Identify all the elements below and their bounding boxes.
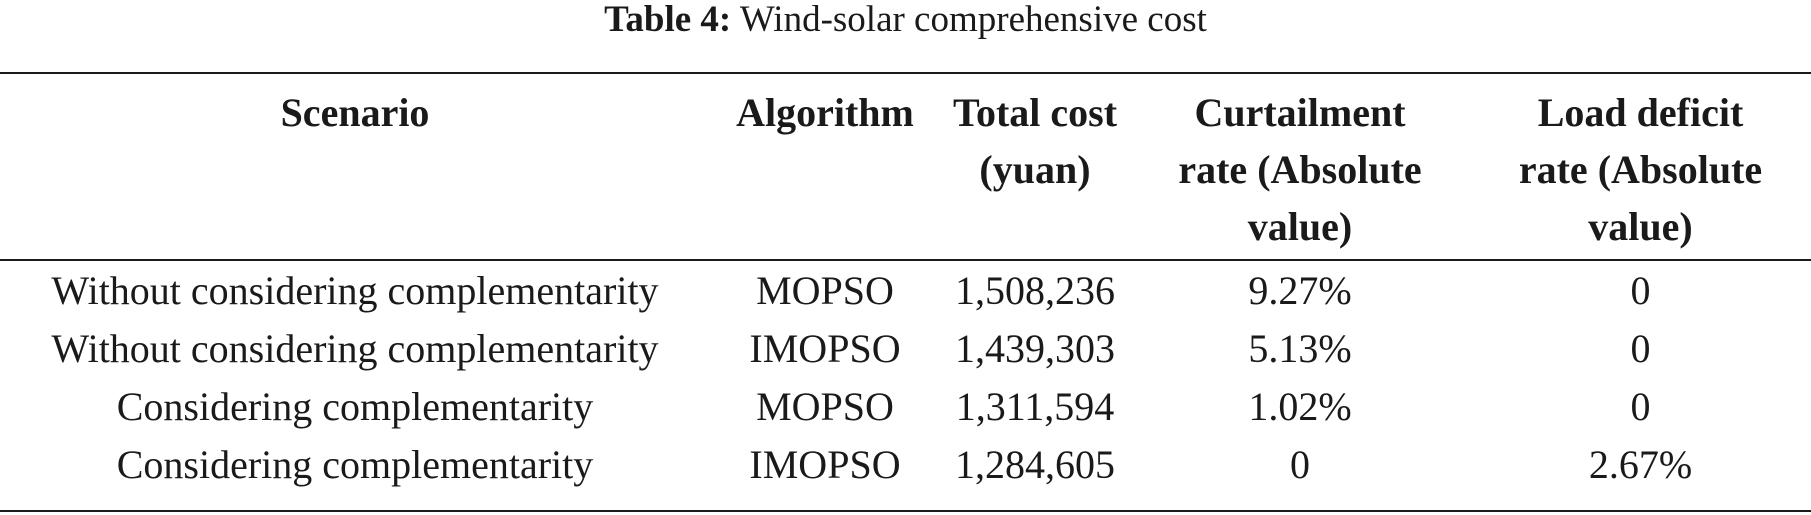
header-line: Scenario	[0, 84, 710, 141]
cell-total-cost: 1,311,594	[940, 378, 1130, 436]
caption-label: Table 4:	[604, 0, 731, 40]
cell-algorithm: IMOPSO	[710, 320, 940, 378]
table-row: Without considering complementarity MOPS…	[0, 258, 1811, 320]
bottom-rule	[0, 510, 1811, 512]
header-line: Total cost	[940, 84, 1130, 141]
header-line: Algorithm	[710, 84, 940, 141]
header-total-cost: Total cost (yuan)	[940, 80, 1130, 258]
cell-curtailment-rate: 1.02%	[1130, 378, 1470, 436]
cell-load-deficit-rate: 0	[1470, 320, 1811, 378]
cell-curtailment-rate: 5.13%	[1130, 320, 1470, 378]
header-load-deficit-rate: Load deficit rate (Absolute value)	[1470, 80, 1811, 258]
table-caption: Table 4: Wind-solar comprehensive cost	[0, 0, 1811, 46]
cell-total-cost: 1,439,303	[940, 320, 1130, 378]
top-rule	[0, 72, 1811, 74]
header-curtailment-rate: Curtailment rate (Absolute value)	[1130, 80, 1470, 258]
table-row: Without considering complementarity IMOP…	[0, 320, 1811, 378]
cell-scenario: Considering complementarity	[0, 378, 710, 436]
cell-total-cost: 1,284,605	[940, 436, 1130, 494]
header-line: rate (Absolute	[1470, 141, 1811, 198]
cell-curtailment-rate: 9.27%	[1130, 258, 1470, 320]
header-row: Scenario Algorithm Total cost (yuan) Cur…	[0, 80, 1811, 258]
header-line: value)	[1130, 198, 1470, 255]
header-line: (yuan)	[940, 141, 1130, 198]
caption-title: Wind-solar comprehensive cost	[740, 0, 1207, 40]
cell-scenario: Without considering complementarity	[0, 258, 710, 320]
cell-scenario: Without considering complementarity	[0, 320, 710, 378]
table-row: Considering complementarity MOPSO 1,311,…	[0, 378, 1811, 436]
cost-table: Scenario Algorithm Total cost (yuan) Cur…	[0, 80, 1811, 494]
cell-load-deficit-rate: 0	[1470, 258, 1811, 320]
cell-total-cost: 1,508,236	[940, 258, 1130, 320]
table-row: Considering complementarity IMOPSO 1,284…	[0, 436, 1811, 494]
cell-algorithm: MOPSO	[710, 378, 940, 436]
header-line: rate (Absolute	[1130, 141, 1470, 198]
header-scenario: Scenario	[0, 80, 710, 258]
cell-curtailment-rate: 0	[1130, 436, 1470, 494]
header-line: Load deficit	[1470, 84, 1811, 141]
cell-load-deficit-rate: 0	[1470, 378, 1811, 436]
cell-algorithm: IMOPSO	[710, 436, 940, 494]
header-algorithm: Algorithm	[710, 80, 940, 258]
cell-load-deficit-rate: 2.67%	[1470, 436, 1811, 494]
cell-scenario: Considering complementarity	[0, 436, 710, 494]
cell-algorithm: MOPSO	[710, 258, 940, 320]
header-line: Curtailment	[1130, 84, 1470, 141]
header-line: value)	[1470, 198, 1811, 255]
